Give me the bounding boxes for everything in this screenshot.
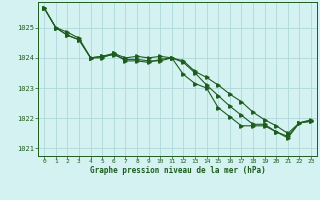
X-axis label: Graphe pression niveau de la mer (hPa): Graphe pression niveau de la mer (hPa) xyxy=(90,166,266,175)
